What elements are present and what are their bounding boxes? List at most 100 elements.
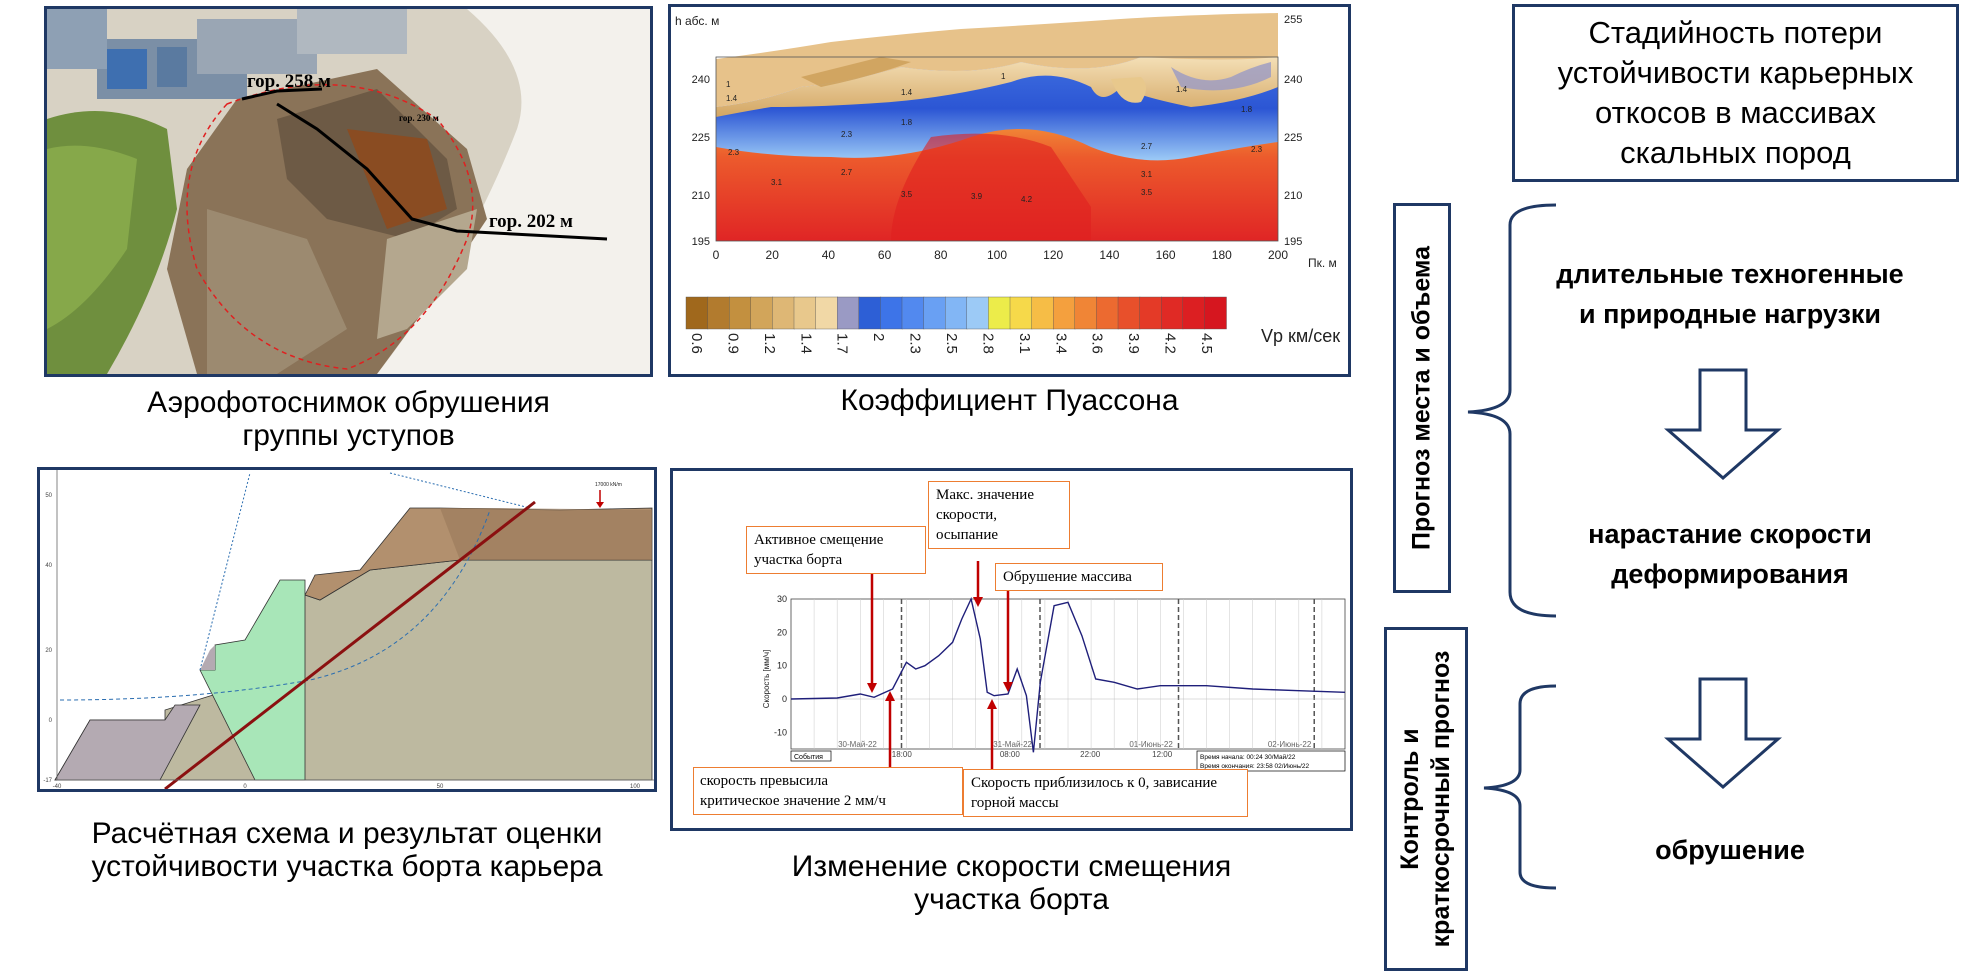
caption-poisson: Коэффициент Пуассона <box>840 384 1179 417</box>
stage-speed-increase: нарастание скорости деформирования <box>1588 519 1872 589</box>
poisson-y-ticks-right: 255 240 225 210 195 <box>1284 14 1302 248</box>
control-label: Контроль и краткосрочный прогноз <box>1396 650 1455 948</box>
poisson-legend-value: 2.5 <box>943 333 960 354</box>
poisson-legend-value: 4.2 <box>1162 333 1179 354</box>
poisson-legend-swatch <box>1074 296 1098 330</box>
control-label-box: Контроль и краткосрочный прогноз <box>1384 627 1468 971</box>
callout-max-speed: Макс. значение скорости, осыпание <box>928 481 1070 549</box>
prognoz-label-box: Прогноз места и объема <box>1393 203 1451 593</box>
speed-events-label: События <box>794 753 823 761</box>
poisson-legend-swatch <box>945 296 968 330</box>
poisson-contour-label: 2.7 <box>841 168 853 177</box>
poisson-legend-swatch <box>1117 296 1141 330</box>
poisson-y-tick: 240 <box>692 74 710 86</box>
poisson-legend-swatch <box>1053 296 1076 330</box>
poisson-x-tick: 120 <box>1043 248 1063 262</box>
poisson-contour-label: 1.4 <box>1176 85 1188 94</box>
poisson-y-tick: 225 <box>692 132 710 144</box>
poisson-contour-label: 3.9 <box>971 192 983 201</box>
scheme-y-ticks: 50 40 20 0 -17 <box>43 493 52 784</box>
speed-y-tick: 0 <box>782 694 787 704</box>
poisson-legend-unit: Vp км/сек <box>1261 326 1340 346</box>
poisson-legend-swatch <box>1139 296 1162 330</box>
label-horizon-258: гор. 258 м <box>247 71 331 92</box>
poisson-x-tick: 60 <box>878 248 892 262</box>
poisson-y-tick-right: 195 <box>1284 236 1302 248</box>
poisson-legend-swatch <box>858 296 882 330</box>
callout-active-displacement: Активное смещение участка борта <box>746 526 926 574</box>
poisson-legend-swatch <box>836 296 860 330</box>
poisson-y-tick-right: 240 <box>1284 74 1302 86</box>
poisson-legend-swatch <box>707 296 730 330</box>
poisson-y-axis-label: h абс. м <box>675 14 719 28</box>
stage-collapse: обрушение <box>1655 835 1805 865</box>
poisson-legend-value: 1.7 <box>834 333 851 354</box>
speed-chart-panel: 30 20 10 0 -10 Скорость [мм/ч] 30-Май-22 31-М… <box>670 468 1353 831</box>
speed-time-label: 08:00 <box>1000 750 1021 759</box>
poisson-contour-label: 2.7 <box>1141 142 1153 151</box>
scheme-x-tick: 100 <box>630 784 641 789</box>
poisson-legend-value: 0.6 <box>688 333 705 354</box>
poisson-contour-label: 1 <box>1001 72 1006 81</box>
poisson-legend-value: 3.4 <box>1052 333 1069 354</box>
speed-time-label: 22:00 <box>1080 750 1101 759</box>
poisson-contour-labels: 1 1.4 1.4 1.8 2.3 2.3 2.7 3.1 3.5 3.9 4.2 3.5 3.1 2.7… <box>726 72 1263 204</box>
scheme-x-tick: -40 <box>53 784 62 789</box>
scheme-y-tick: 50 <box>45 493 52 499</box>
scheme-load-label: 17000 kN/m <box>595 482 622 488</box>
speed-date-label: 30-Май-22 <box>838 740 877 749</box>
poisson-legend-swatch <box>1096 296 1119 330</box>
poisson-legend-value: 2.3 <box>907 333 924 354</box>
stability-scheme-panel: 17000 kN/m 50 40 20 0 -17 -40 0 50 100 <box>37 467 657 792</box>
poisson-legend-swatch <box>815 296 838 330</box>
poisson-contour-label: 3.5 <box>901 190 913 199</box>
speed-time-label: 12:00 <box>1152 750 1173 759</box>
callout-speed-near-zero: Скорость приблизилось к 0, зависание гор… <box>963 769 1248 817</box>
poisson-legend-swatch <box>988 296 1011 330</box>
scheme-x-ticks: -40 0 50 100 <box>53 784 641 789</box>
brace-top <box>1467 203 1557 618</box>
poisson-legend-value: 3.6 <box>1089 333 1106 354</box>
scheme-x-tick: 0 <box>243 784 247 789</box>
poisson-x-tick: 40 <box>822 248 836 262</box>
prognoz-label: Прогноз места и объема <box>1407 246 1436 550</box>
poisson-legend-value: 2.8 <box>979 333 996 354</box>
poisson-contour-label: 3.1 <box>771 178 783 187</box>
poisson-x-tick: 20 <box>766 248 780 262</box>
poisson-y-tick-right: 210 <box>1284 190 1302 202</box>
poisson-legend-swatch <box>1161 296 1184 330</box>
brace-bottom <box>1483 684 1557 890</box>
stability-scheme-chart: 17000 kN/m 50 40 20 0 -17 -40 0 50 100 <box>40 470 654 789</box>
poisson-legend-value: 1.2 <box>761 333 778 354</box>
poisson-x-tick: 140 <box>1099 248 1119 262</box>
speed-date-label: 01-Июнь-22 <box>1129 740 1173 749</box>
poisson-legend-swatch <box>729 296 752 330</box>
stages-title-box: Стадийность потери устойчивости карьерны… <box>1512 4 1959 182</box>
poisson-contour-label: 1.4 <box>901 88 913 97</box>
speed-grid <box>791 599 1345 749</box>
aerial-photo <box>47 9 650 374</box>
speed-y-axis-label: Скорость [мм/ч] <box>762 650 771 709</box>
poisson-contour-label: 1.4 <box>726 94 738 103</box>
poisson-legend-swatch <box>750 296 774 330</box>
speed-series-line <box>790 596 1346 753</box>
speed-y-tick: 30 <box>777 594 787 604</box>
speed-date-labels: 30-Май-22 31-Май-22 01-Июнь-22 02-Июнь-22 <box>838 740 1312 749</box>
poisson-legend-swatch <box>1031 296 1054 330</box>
poisson-section-chart: 0 20 40 60 80 100 120 140 160 180 200 240 225 210 195… <box>675 7 1340 354</box>
poisson-legend-swatch <box>1204 296 1227 330</box>
stage-long-loads: длительные техногенные и природные нагру… <box>1556 259 1904 329</box>
poisson-y-tick-right: 255 <box>1284 14 1302 26</box>
label-horizon-230: гор. 230 м <box>399 113 439 123</box>
poisson-legend-value: 3.9 <box>1125 333 1142 354</box>
poisson-x-axis-label: Пк. м <box>1308 256 1337 270</box>
poisson-x-tick: 160 <box>1156 248 1176 262</box>
scheme-y-tick: 40 <box>45 563 52 569</box>
scheme-y-tick: 20 <box>45 648 52 654</box>
speed-time-box-start: Время начала: 00:24 30/Май/22 <box>1200 753 1296 761</box>
caption-stability-scheme: Расчётная схема и результат оценки устой… <box>91 817 603 883</box>
speed-y-ticks: 30 20 10 0 -10 <box>774 594 787 737</box>
scheme-y-tick: -17 <box>43 778 52 784</box>
poisson-legend-swatch <box>685 296 709 330</box>
poisson-contour-label: 3.1 <box>1141 170 1153 179</box>
